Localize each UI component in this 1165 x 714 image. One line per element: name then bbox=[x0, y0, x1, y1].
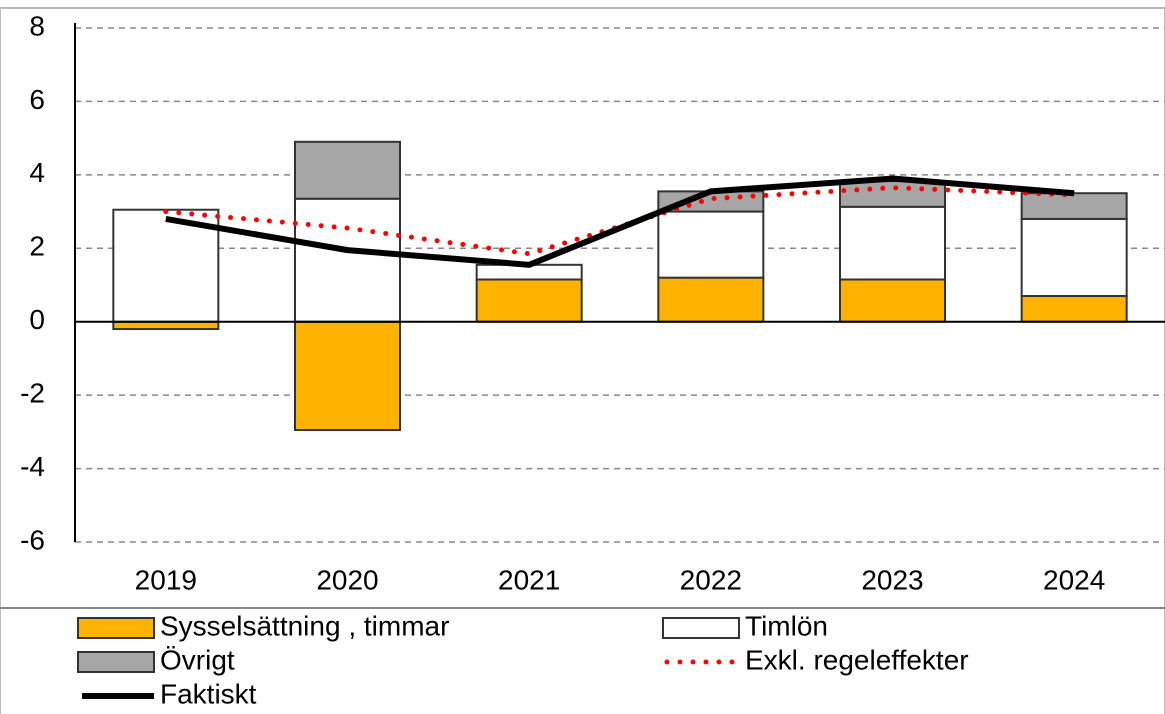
legend-label: Faktiskt bbox=[160, 678, 257, 709]
legend-swatch bbox=[77, 617, 155, 639]
bar-segment bbox=[112, 320, 220, 331]
bar-segment bbox=[475, 278, 583, 323]
bar-segment bbox=[294, 320, 401, 432]
x-tick-label: 2019 bbox=[135, 564, 197, 595]
y-tick-label: -4 bbox=[20, 451, 45, 482]
bar-segment bbox=[839, 278, 946, 323]
legend-label: Exkl. regeleffekter bbox=[745, 644, 969, 675]
line-series bbox=[165, 175, 1075, 268]
y-tick-label: -2 bbox=[20, 378, 45, 409]
y-tick-label: 6 bbox=[29, 84, 45, 115]
legend-swatch bbox=[77, 651, 155, 673]
bar-segment bbox=[657, 276, 765, 323]
x-tick-label: 2022 bbox=[680, 564, 742, 595]
legend-swatch bbox=[662, 617, 740, 639]
bar-segment bbox=[839, 205, 946, 281]
x-tick-label: 2021 bbox=[498, 564, 560, 595]
bar-segment bbox=[1020, 295, 1128, 323]
x-tick-label: 2020 bbox=[316, 564, 378, 595]
frame bbox=[0, 7, 1165, 714]
line-series bbox=[163, 185, 1077, 257]
x-tick-label: 2024 bbox=[1043, 564, 1105, 595]
y-tick-label: 0 bbox=[29, 304, 45, 335]
bar-segment bbox=[1020, 217, 1128, 298]
bar-segment bbox=[657, 210, 765, 279]
legend-label: Timlön bbox=[745, 610, 828, 641]
bar-segment bbox=[1020, 192, 1128, 220]
legend-label: Sysselsättning , timmar bbox=[160, 610, 449, 641]
bar-segment bbox=[294, 197, 401, 323]
y-tick-label: -6 bbox=[20, 524, 45, 555]
y-tick-label: 8 bbox=[29, 10, 45, 41]
legend-label: Övrigt bbox=[160, 644, 235, 675]
bar-segment bbox=[839, 180, 946, 208]
y-tick-label: 4 bbox=[29, 157, 45, 188]
x-tick-label: 2023 bbox=[861, 564, 923, 595]
bar-segment bbox=[294, 140, 401, 200]
y-tick-label: 2 bbox=[29, 231, 45, 262]
